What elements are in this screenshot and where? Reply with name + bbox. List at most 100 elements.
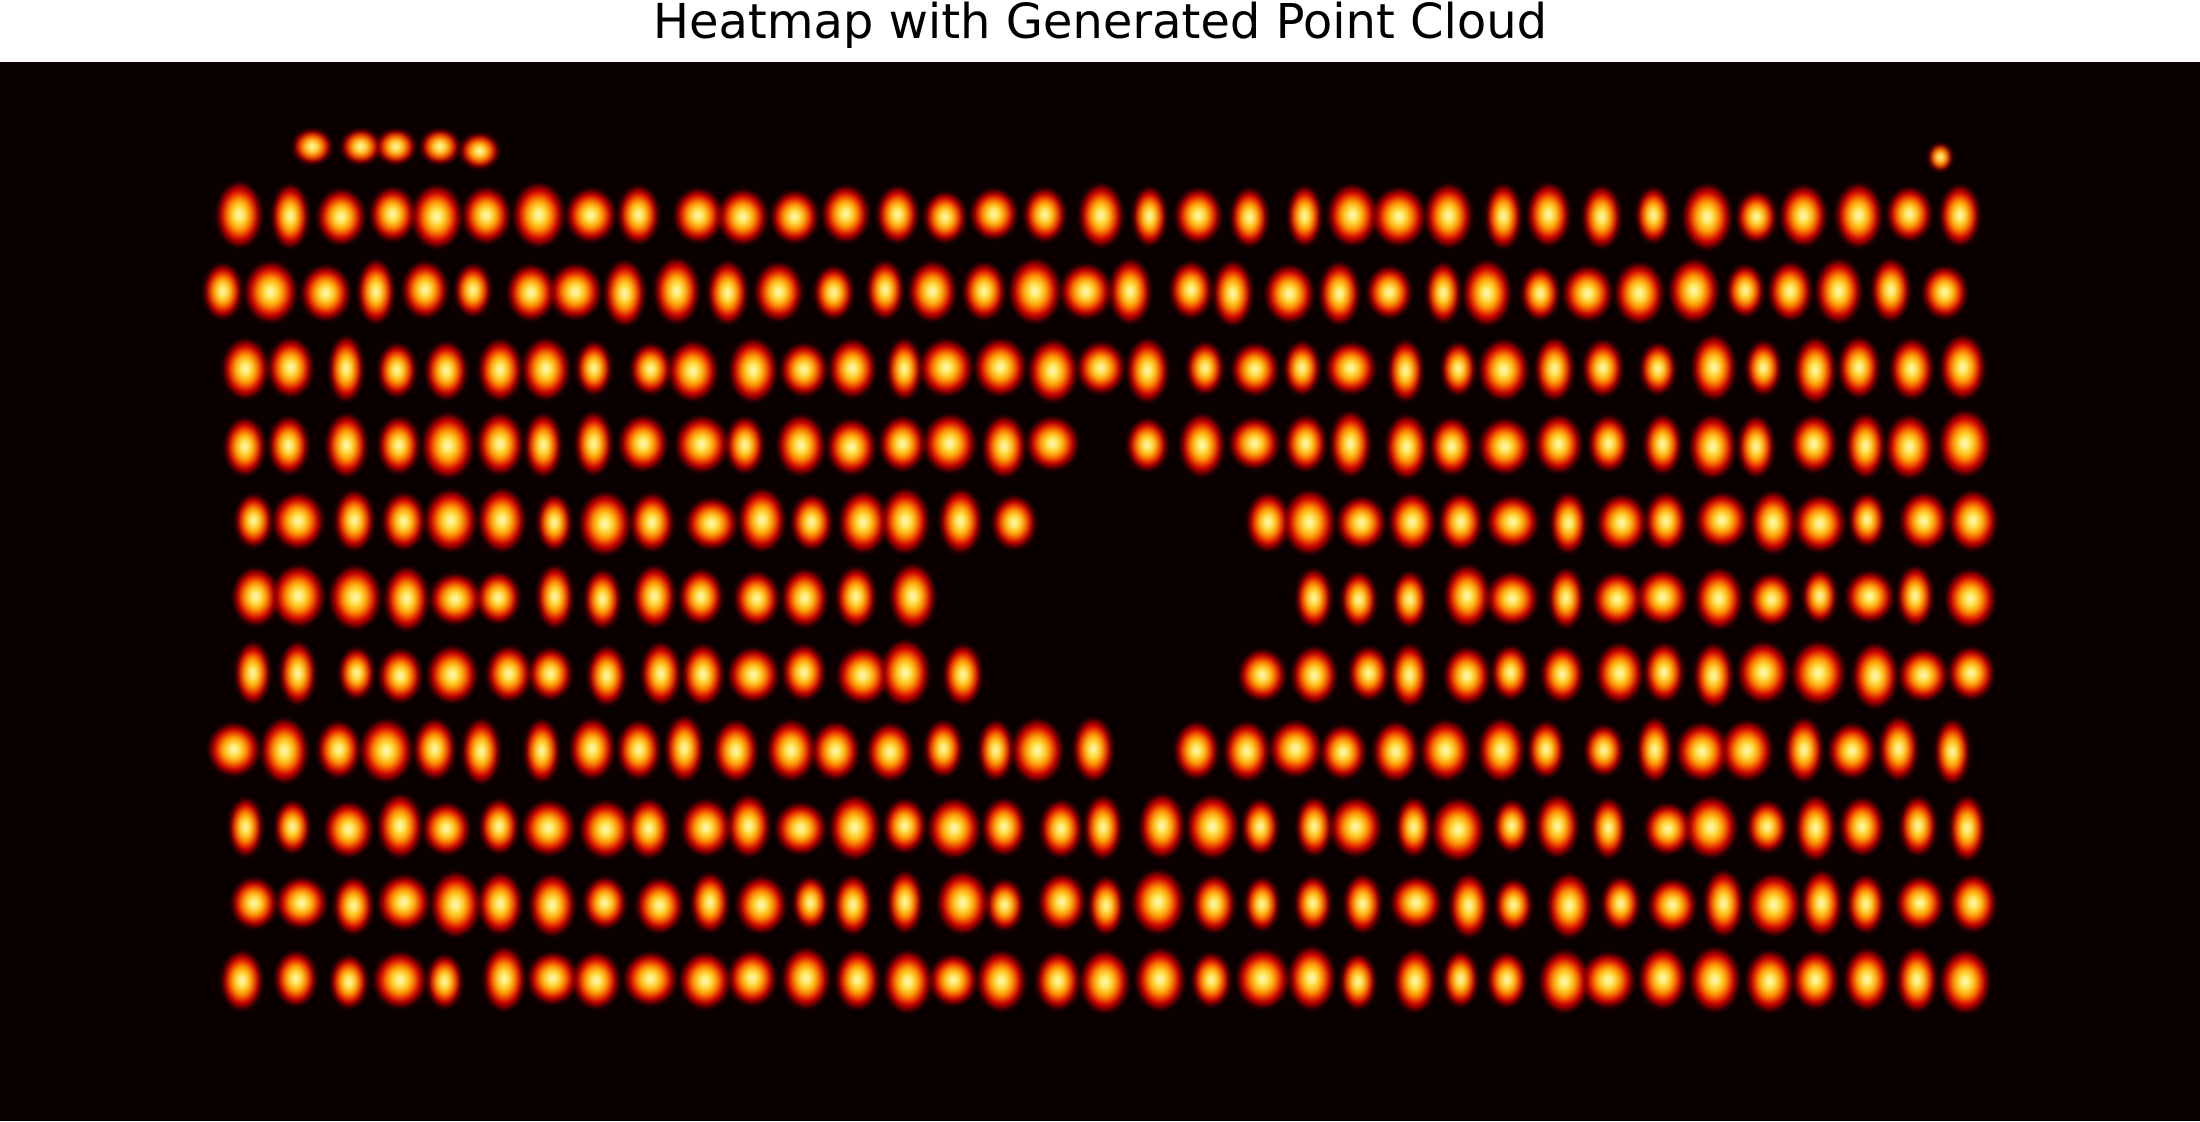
heat-spot: [1940, 334, 1986, 401]
heat-spot: [1341, 571, 1377, 628]
heat-spot: [974, 337, 1027, 397]
heat-spot: [1939, 409, 1991, 478]
heat-spot: [1486, 495, 1539, 549]
heat-spot: [623, 951, 678, 1007]
heat-spot: [587, 645, 627, 707]
heat-spot: [357, 258, 395, 325]
heat-spot: [679, 568, 723, 625]
heat-spot: [1491, 645, 1530, 700]
heat-spot: [271, 564, 326, 628]
heat-spot: [271, 183, 309, 250]
heat-spot: [1535, 414, 1582, 474]
heat-spot: [1135, 947, 1186, 1012]
heat-spot: [1581, 951, 1636, 1009]
heat-spot: [1695, 492, 1749, 548]
heat-spot: [1644, 802, 1692, 856]
heat-spot: [427, 645, 478, 704]
heat-spot: [976, 949, 1026, 1012]
heat-spot: [1126, 337, 1169, 404]
heat-spot: [486, 645, 532, 702]
heat-spot: [1689, 946, 1741, 1013]
heat-spot: [1548, 567, 1584, 629]
heat-spot: [1668, 258, 1720, 324]
heat-spot: [1444, 563, 1490, 629]
heat-spot: [1636, 186, 1671, 244]
heat-spot: [982, 414, 1026, 479]
heat-spot: [244, 260, 298, 324]
heat-spot: [1494, 799, 1530, 853]
heat-spot: [1535, 336, 1574, 402]
heat-spot: [275, 876, 328, 930]
heat-spot: [1747, 800, 1788, 854]
heat-spot: [1780, 184, 1827, 248]
heat-spot: [1750, 490, 1796, 555]
heat-spot: [1676, 722, 1729, 782]
heat-spot: [1424, 182, 1473, 249]
heat-spot: [1684, 795, 1738, 859]
heat-spot: [679, 952, 731, 1010]
heat-spot: [329, 564, 382, 631]
heat-spot: [1694, 642, 1733, 709]
heat-spot: [1896, 876, 1944, 930]
heat-spot: [521, 337, 570, 401]
heat-spot: [1852, 642, 1899, 710]
heat-spot: [1495, 878, 1532, 932]
heat-spot: [1431, 797, 1485, 862]
heat-spot: [1035, 951, 1080, 1011]
heat-spot: [738, 487, 786, 553]
heat-spot: [1320, 724, 1366, 780]
heat-spot: [1521, 266, 1560, 321]
heat-spot: [1295, 567, 1332, 629]
heat-spot: [1736, 191, 1777, 243]
heat-spot: [324, 801, 373, 858]
heat-spot: [575, 411, 613, 477]
heat-spot: [1601, 876, 1640, 931]
heat-spot: [1390, 876, 1442, 929]
heat-spot: [766, 719, 816, 782]
heat-spot: [1186, 341, 1224, 395]
heat-spot: [1229, 417, 1280, 470]
heat-spot: [970, 188, 1018, 241]
heat-spot: [828, 338, 877, 399]
heat-spot: [411, 183, 463, 250]
heat-spot: [522, 799, 575, 857]
heat-spot: [881, 487, 930, 555]
heat-spot: [334, 489, 375, 552]
heat-spot: [1284, 340, 1320, 396]
heat-spot: [814, 265, 854, 320]
heat-spot: [978, 719, 1014, 781]
heat-spot-extra: [459, 133, 500, 169]
heat-spot: [1179, 412, 1225, 478]
heat-spot: [222, 337, 269, 400]
heat-spot: [879, 415, 926, 472]
heat-spot-extra: [1928, 143, 1953, 172]
heat-spot: [923, 191, 967, 244]
heat-spot: [1637, 569, 1688, 625]
heat-spot: [279, 640, 316, 706]
heat-spot: [228, 797, 263, 858]
heat-spot: [422, 802, 471, 856]
heat-spot: [665, 714, 704, 783]
heat-spot: [1640, 342, 1676, 396]
heat-spot: [734, 571, 780, 626]
heat-spot: [1562, 265, 1613, 322]
heat-spot: [633, 564, 676, 629]
heat-spot: [725, 415, 765, 475]
heat-spot: [1749, 573, 1794, 626]
heat-spot: [483, 945, 526, 1013]
heat-spot: [727, 950, 777, 1007]
heat-spot: [727, 794, 771, 858]
heat-spot: [641, 641, 681, 706]
heat-spot: [681, 798, 731, 857]
heat-spot: [1373, 721, 1419, 782]
heat-spot: [908, 260, 957, 323]
heat-spot: [1169, 260, 1213, 319]
heat-spot: [982, 797, 1026, 857]
heat-spot: [382, 492, 426, 551]
heat-spot: [1336, 496, 1386, 550]
heat-spot: [866, 260, 904, 320]
heat-spot: [685, 497, 738, 550]
heat-spot: [537, 494, 572, 551]
heat-spot: [1325, 341, 1377, 396]
heat-spot: [1745, 949, 1794, 1014]
